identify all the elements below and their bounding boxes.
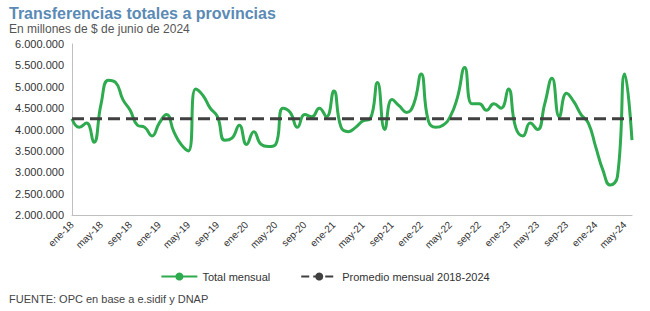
svg-text:ene-18: ene-18 xyxy=(46,219,76,249)
svg-text:sep-18: sep-18 xyxy=(105,219,135,249)
svg-text:sep-21: sep-21 xyxy=(367,219,397,249)
svg-text:sep-22: sep-22 xyxy=(454,219,484,249)
svg-text:sep-19: sep-19 xyxy=(192,219,222,249)
svg-text:ene-23: ene-23 xyxy=(482,219,512,249)
svg-text:6.000.000: 6.000.000 xyxy=(15,38,64,50)
svg-text:may-18: may-18 xyxy=(74,219,106,251)
svg-text:sep-23: sep-23 xyxy=(541,219,571,249)
svg-text:4.500.000: 4.500.000 xyxy=(15,102,64,114)
svg-text:may-21: may-21 xyxy=(335,219,367,251)
svg-text:may-24: may-24 xyxy=(597,219,629,251)
svg-text:FUENTE: OPC en base a e.sidif: FUENTE: OPC en base a e.sidif y DNAP xyxy=(9,293,208,305)
svg-text:ene-21: ene-21 xyxy=(308,219,338,249)
svg-text:En millones de $ de junio de 2: En millones de $ de junio de 2024 xyxy=(9,22,190,36)
svg-text:5.500.000: 5.500.000 xyxy=(15,59,64,71)
svg-text:ene-20: ene-20 xyxy=(221,219,251,249)
svg-text:5.000.000: 5.000.000 xyxy=(15,81,64,93)
svg-text:2.500.000: 2.500.000 xyxy=(15,188,64,200)
svg-text:Promedio mensual 2018-2024: Promedio mensual 2018-2024 xyxy=(342,271,489,283)
svg-text:Total mensual: Total mensual xyxy=(202,271,270,283)
svg-text:4.000.000: 4.000.000 xyxy=(15,124,64,136)
svg-text:2.000.000: 2.000.000 xyxy=(15,209,64,221)
svg-text:3.500.000: 3.500.000 xyxy=(15,145,64,157)
svg-text:may-23: may-23 xyxy=(510,219,542,251)
svg-text:sep-20: sep-20 xyxy=(279,219,309,249)
svg-text:may-19: may-19 xyxy=(161,219,193,251)
svg-text:may-20: may-20 xyxy=(248,219,280,251)
svg-text:3.000.000: 3.000.000 xyxy=(15,166,64,178)
svg-text:ene-24: ene-24 xyxy=(570,219,600,249)
svg-text:may-22: may-22 xyxy=(423,219,455,251)
svg-text:Transferencias totales a provi: Transferencias totales a provincias xyxy=(9,5,276,22)
svg-text:ene-19: ene-19 xyxy=(133,219,163,249)
svg-text:ene-22: ene-22 xyxy=(395,219,425,249)
